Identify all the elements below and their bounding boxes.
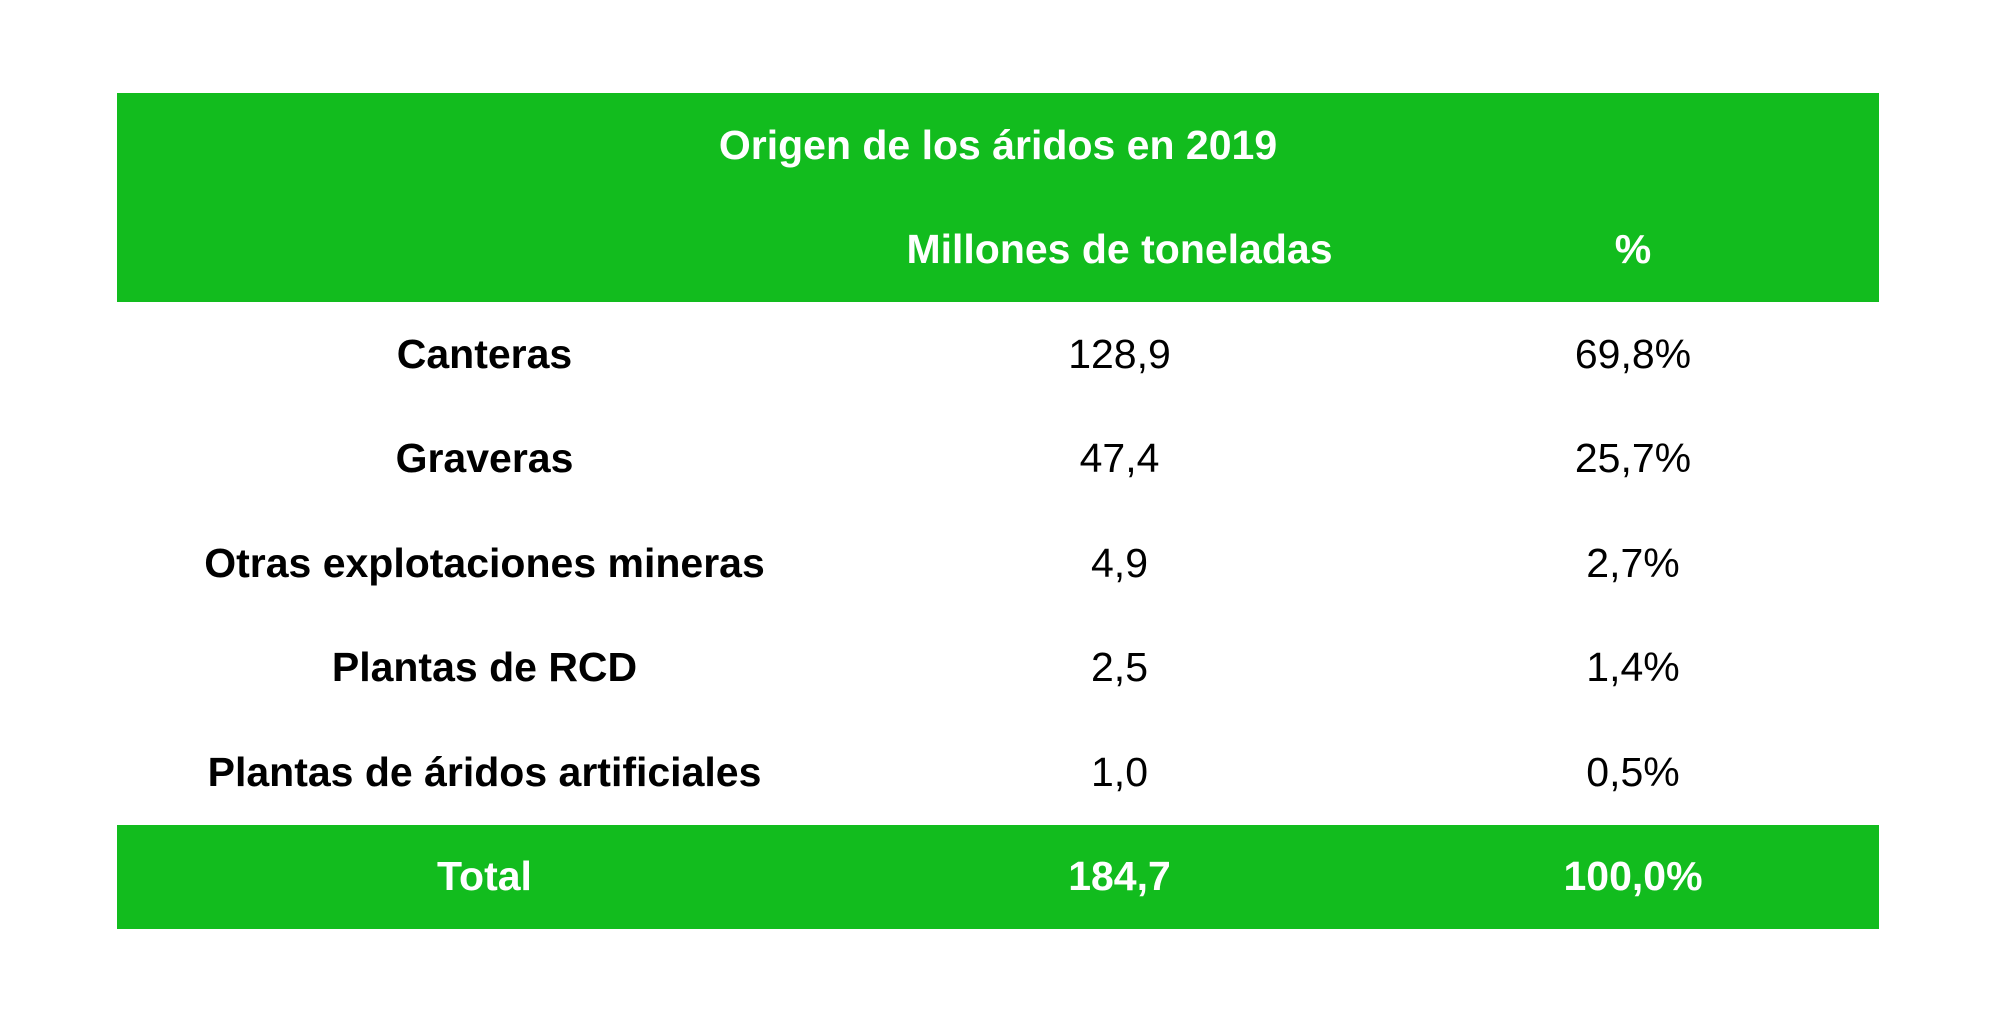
- total-tonnes: 184,7: [1068, 853, 1171, 900]
- table-row: Plantas de áridos artificiales 1,0 0,5%: [117, 720, 1879, 825]
- data-table: Origen de los áridos en 2019 Millones de…: [117, 93, 1879, 929]
- row-percent: 1,4%: [1586, 644, 1680, 691]
- row-label: Plantas de áridos artificiales: [207, 748, 762, 795]
- total-row: Total 184,7 100,0%: [117, 824, 1879, 929]
- table-row: Graveras 47,4 25,7%: [117, 407, 1879, 512]
- row-label: Graveras: [395, 435, 574, 482]
- table-row: Plantas de RCD 2,5 1,4%: [117, 616, 1879, 721]
- table-title: Origen de los áridos en 2019: [718, 121, 1278, 168]
- total-percent: 100,0%: [1563, 853, 1703, 900]
- table-row: Canteras 128,9 69,8%: [117, 302, 1879, 407]
- column-header-percent: %: [1614, 226, 1652, 273]
- row-label: Otras explotaciones mineras: [204, 539, 765, 586]
- row-percent: 25,7%: [1574, 435, 1692, 482]
- row-tonnes: 2,5: [1091, 644, 1148, 691]
- row-percent: 0,5%: [1586, 748, 1680, 795]
- row-percent: 69,8%: [1574, 330, 1692, 377]
- table-row: Otras explotaciones mineras 4,9 2,7%: [117, 511, 1879, 616]
- row-percent: 2,7%: [1586, 539, 1680, 586]
- row-tonnes: 4,9: [1091, 539, 1148, 586]
- column-header-tonnes: Millones de toneladas: [906, 226, 1333, 273]
- row-label: Canteras: [396, 330, 573, 377]
- row-tonnes: 1,0: [1091, 748, 1148, 795]
- row-label: Plantas de RCD: [331, 644, 638, 691]
- total-label: Total: [437, 853, 532, 900]
- row-tonnes: 128,9: [1068, 330, 1171, 377]
- row-tonnes: 47,4: [1079, 435, 1160, 482]
- table-title-row: Origen de los áridos en 2019: [117, 93, 1879, 198]
- column-header-row: Millones de toneladas %: [117, 197, 1879, 302]
